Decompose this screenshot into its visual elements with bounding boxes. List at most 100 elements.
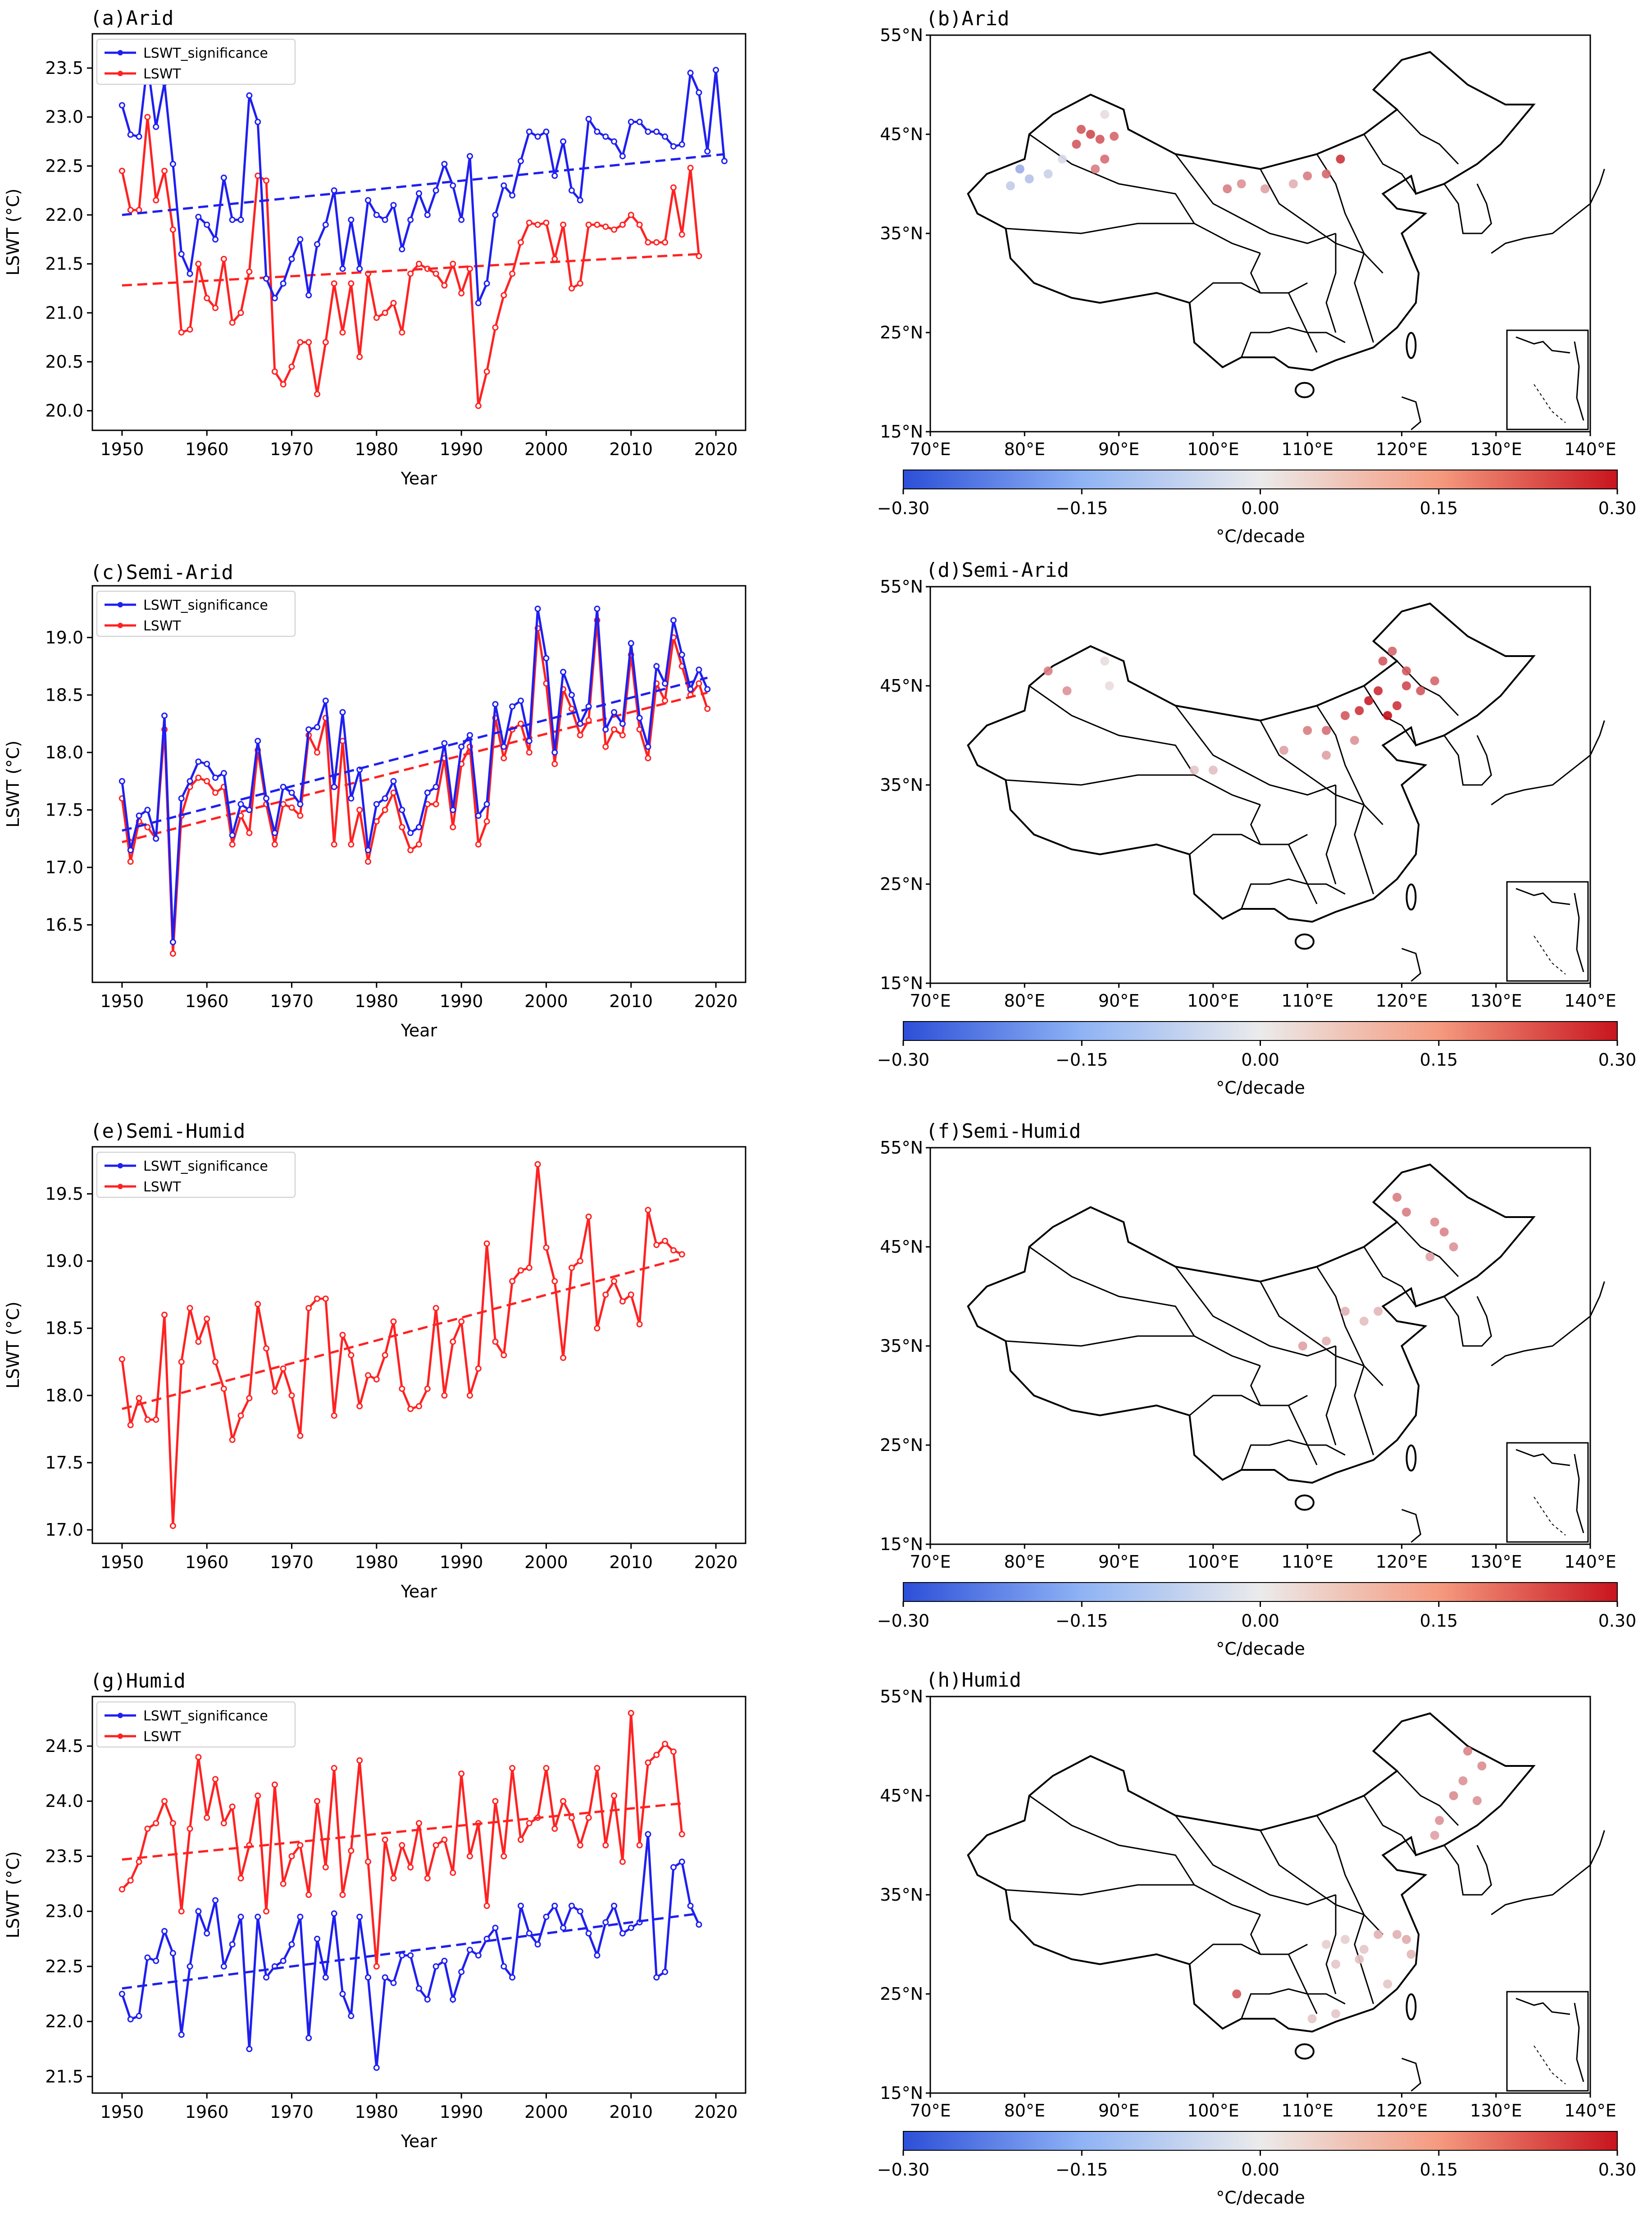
data-point	[568, 187, 575, 194]
data-point	[237, 1412, 244, 1419]
data-point	[195, 214, 202, 220]
x-tick-label: 1950	[100, 439, 144, 459]
data-point	[492, 701, 499, 707]
data-point	[501, 1963, 507, 1970]
x-tick-label: 1960	[185, 2102, 229, 2122]
lon-tick-label: 140°E	[1564, 2101, 1616, 2121]
china-outline	[967, 1163, 1536, 1484]
data-point	[475, 1952, 482, 1959]
data-point	[331, 187, 337, 194]
lake-trend-point	[1355, 1955, 1364, 1964]
data-point	[246, 830, 253, 836]
lake-trend-point	[1406, 1950, 1416, 1959]
data-point	[662, 1969, 669, 1975]
data-point	[678, 652, 685, 658]
china-outline	[967, 1712, 1536, 2033]
data-point	[645, 1759, 651, 1766]
data-point	[144, 807, 151, 813]
data-point	[271, 295, 278, 301]
lat-tick-label: 55°N	[880, 25, 923, 45]
data-point	[653, 128, 660, 135]
data-point	[458, 744, 465, 750]
data-point	[331, 784, 337, 790]
province-border	[1288, 844, 1318, 904]
lat-tick-label: 45°N	[880, 1237, 923, 1257]
province-border	[1189, 282, 1308, 304]
data-point	[339, 709, 346, 716]
data-point	[636, 119, 643, 125]
panel-e-lines	[118, 1161, 685, 1529]
data-point	[331, 1910, 337, 1917]
y-tick-label: 21.5	[45, 254, 83, 274]
data-point	[492, 1338, 499, 1345]
data-point	[407, 1952, 414, 1959]
lon-tick-label: 70°E	[910, 439, 951, 459]
lon-tick-label: 100°E	[1187, 1552, 1239, 1572]
data-point	[246, 2046, 253, 2053]
data-point	[416, 841, 422, 848]
lake-trend-point	[1076, 125, 1086, 134]
province-border	[1354, 1365, 1374, 1455]
data-point	[204, 761, 210, 767]
data-point	[356, 807, 363, 813]
colorbar-tick-label: −0.15	[1056, 1050, 1108, 1070]
province-border	[1260, 169, 1383, 274]
data-point	[144, 824, 151, 830]
data-point	[611, 726, 618, 733]
data-point	[483, 818, 490, 825]
data-point	[212, 1359, 219, 1365]
data-point	[424, 1385, 431, 1392]
panel-c-plot-frame	[91, 585, 746, 983]
legend-marker	[118, 71, 123, 76]
data-point	[339, 265, 346, 272]
data-point	[645, 1831, 651, 1838]
data-point	[246, 807, 253, 813]
data-point	[204, 1315, 210, 1322]
data-point	[696, 680, 702, 687]
data-point	[348, 795, 355, 802]
lake-trend-point	[1458, 1776, 1468, 1785]
data-point	[153, 1957, 159, 1964]
data-point	[237, 1875, 244, 1882]
data-point	[136, 133, 142, 140]
x-tick-label: 2020	[694, 991, 738, 1011]
data-point	[407, 847, 414, 853]
colorbar-tick-label: 0.15	[1420, 498, 1458, 518]
data-point	[568, 1264, 575, 1271]
lake-trend-point	[1086, 130, 1095, 139]
data-point	[178, 1908, 185, 1915]
data-point	[687, 69, 694, 76]
data-point	[373, 1963, 380, 1970]
data-point	[263, 1908, 270, 1915]
lon-tick-label: 70°E	[910, 2101, 951, 2121]
data-point	[551, 173, 558, 179]
data-point	[670, 1748, 677, 1755]
panel-g-ylabel: LSWT (°C)	[3, 1851, 23, 1938]
japan-coast	[1491, 169, 1605, 254]
data-point	[153, 123, 159, 130]
data-point	[594, 1765, 601, 1771]
lake-trend-point	[1392, 1193, 1402, 1202]
data-point	[280, 381, 287, 388]
data-point	[204, 1814, 210, 1821]
data-point	[399, 807, 405, 813]
province-border	[1325, 785, 1337, 885]
y-tick-label: 19.5	[45, 1184, 83, 1204]
panel-g-chart: (g)Humid 21.5 22.0 22.5 23.0 23.5 24.0 24.5 19…	[3, 1670, 746, 2151]
data-point	[602, 726, 609, 733]
province-border	[1006, 223, 1261, 254]
data-point	[212, 789, 219, 796]
data-point	[551, 761, 558, 767]
colorbar-tick-label: 0.00	[1241, 1050, 1279, 1070]
lake-trend-point	[1237, 179, 1246, 188]
colorbar-tick-label: 0.00	[1241, 1611, 1279, 1631]
data-point	[271, 841, 278, 848]
data-point	[220, 1820, 227, 1827]
data-point	[390, 778, 397, 785]
panel-c-title: (c)Semi-Arid	[90, 561, 233, 584]
x-tick-label: 2000	[524, 2102, 568, 2122]
data-point	[118, 168, 125, 174]
data-point	[432, 1842, 439, 1848]
province-border	[1189, 1395, 1308, 1416]
x-tick-label: 1980	[355, 439, 398, 459]
